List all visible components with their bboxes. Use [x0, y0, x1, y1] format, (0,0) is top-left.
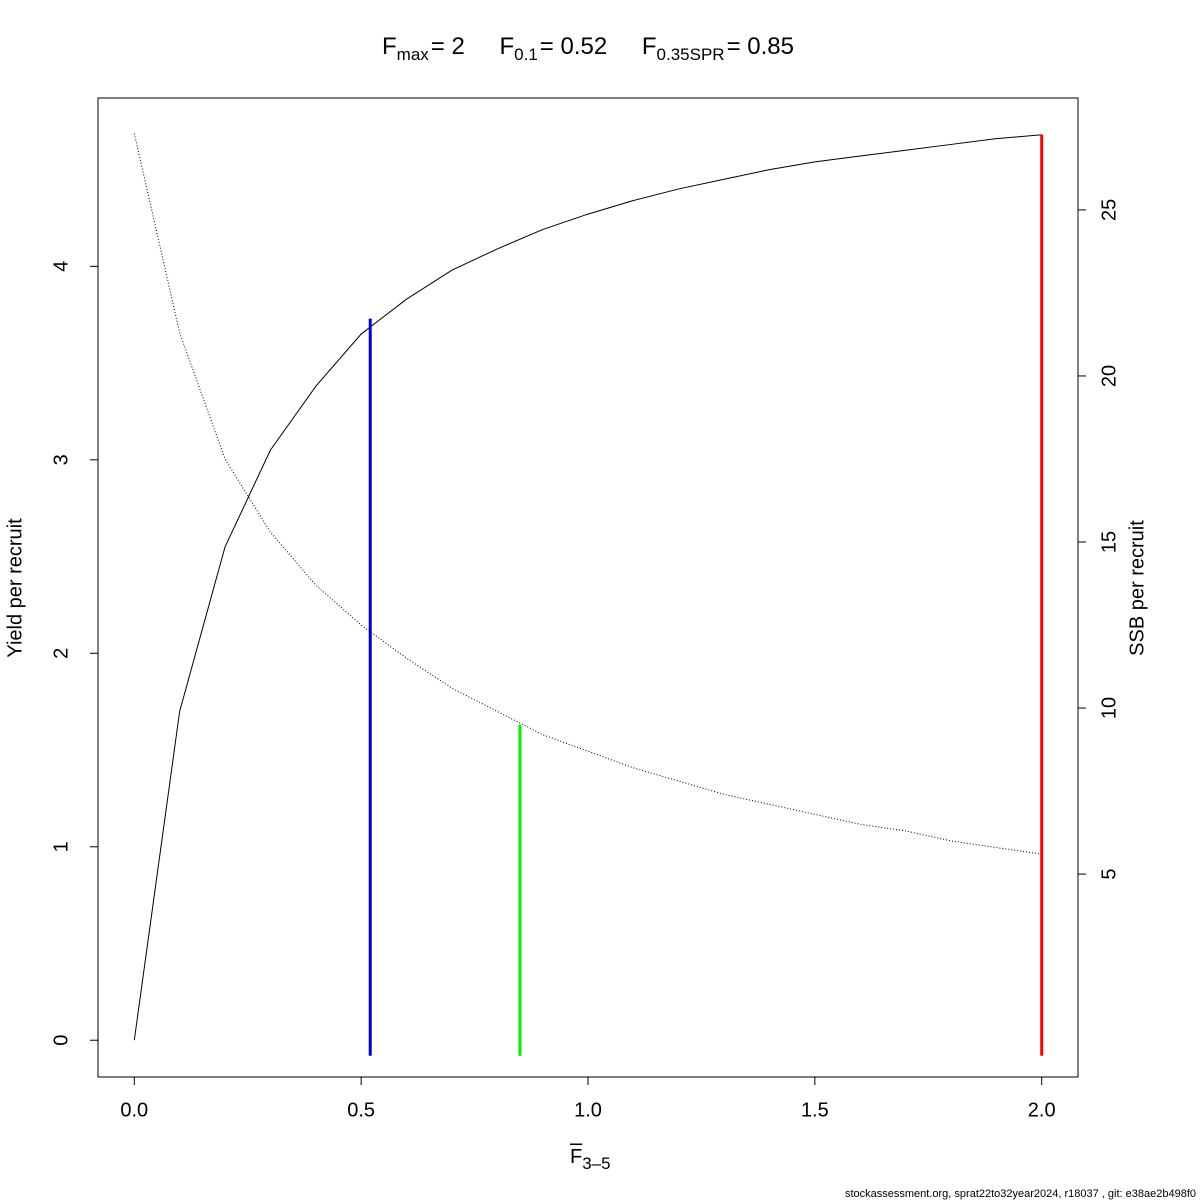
y2-axis-label: SSB per recruit — [1126, 520, 1148, 656]
plot-frame — [97, 97, 1079, 1078]
title-sub: 0.1 — [514, 45, 538, 64]
title-part: F — [382, 33, 397, 60]
title-part: = 0.85 — [727, 33, 794, 60]
x-label-sub: 3–5 — [582, 1154, 610, 1173]
x-label-base: F — [570, 1146, 582, 1168]
footer: stockassessment.org, sprat22to32year2024… — [845, 1188, 1196, 1200]
y-tick-label: 1 — [50, 841, 72, 852]
x-axis-label: F3–5 — [570, 1146, 611, 1173]
x-tick-label: 1.5 — [801, 1099, 829, 1121]
y2-tick-label: 25 — [1098, 199, 1120, 221]
y2-tick-label: 15 — [1098, 531, 1120, 553]
y-tick-label: 0 — [50, 1035, 72, 1046]
title-part: = 2 — [431, 33, 465, 60]
y-axis-label: Yield per recruit — [4, 518, 26, 658]
chart-title: Fmax= 2 F0.1= 0.52 F0.35SPR= 0.85 — [382, 33, 794, 64]
x-tick-label: 0.0 — [120, 1099, 148, 1121]
title-sub: 0.35SPR — [657, 45, 725, 64]
title-sub: max — [397, 45, 430, 64]
x-tick-label: 1.0 — [574, 1099, 602, 1121]
y2-tick-label: 20 — [1098, 365, 1120, 387]
title-part: = 0.52 — [540, 33, 607, 60]
y2-tick-label: 10 — [1098, 697, 1120, 719]
y-tick-label: 2 — [50, 648, 72, 659]
y2-tick-label: 5 — [1098, 869, 1120, 880]
y-tick-label: 3 — [50, 454, 72, 465]
title-part: F — [499, 33, 514, 60]
series-line — [133, 134, 1042, 1041]
x-tick-label: 0.5 — [347, 1099, 375, 1121]
series-line — [133, 133, 1042, 855]
y-tick-label: 4 — [50, 261, 72, 272]
title-part: F — [642, 33, 657, 60]
x-tick-label: 2.0 — [1028, 1099, 1056, 1121]
